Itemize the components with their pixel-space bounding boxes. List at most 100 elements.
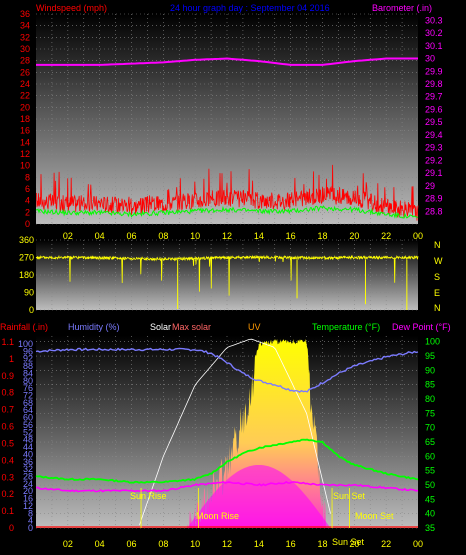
humidity-tick-label: 24 xyxy=(23,479,33,489)
wind-gust-series xyxy=(35,205,419,219)
humidity-tick-label: 28 xyxy=(23,471,33,481)
humidity-tick-label: 16 xyxy=(23,494,33,504)
solar-area xyxy=(187,338,331,528)
time-tick-label-top: 00 xyxy=(413,231,423,241)
wind-tick-label: 14 xyxy=(20,137,30,147)
humidity-tick-label: 100 xyxy=(18,339,33,349)
wind-tick-label: 36 xyxy=(20,9,30,19)
rainfall-tick-label: 0.2 xyxy=(1,489,14,499)
humidity-tick-label: 76 xyxy=(23,383,33,393)
annotation-moon-rise: Moon Rise xyxy=(196,511,239,521)
temperature-tick-label: 70 xyxy=(425,423,435,433)
wind-tick-label: 32 xyxy=(20,32,30,42)
baro-tick-label: 29.8 xyxy=(425,79,443,89)
windspeed-axis-title: Windspeed (mph) xyxy=(36,3,107,13)
baro-tick-label: 29.7 xyxy=(425,92,443,102)
annotation-sun-set-bottom: Sun Set xyxy=(332,537,365,547)
baro-tick-label: 29 xyxy=(425,181,435,191)
annotation-moon-set: Moon Set xyxy=(355,511,394,521)
time-tick-label-bottom: 12 xyxy=(222,539,232,549)
time-tick-label-bottom: 22 xyxy=(381,539,391,549)
temperature-tick-label: 85 xyxy=(425,380,435,390)
humidity-tick-label: 80 xyxy=(23,376,33,386)
humidity-tick-label: 20 xyxy=(23,486,33,496)
baro-tick-label: 30.3 xyxy=(425,15,443,25)
rainfall-tick-label: 0.1 xyxy=(1,506,14,516)
legend-temperature: Temperature (°F) xyxy=(312,322,380,332)
time-tick-label-top: 18 xyxy=(317,231,327,241)
time-tick-label-bottom: 02 xyxy=(63,539,73,549)
time-tick-label-top: 10 xyxy=(190,231,200,241)
humidity-tick-label: 96 xyxy=(23,346,33,356)
humidity-tick-label: 44 xyxy=(23,442,33,452)
temperature-tick-label: 95 xyxy=(425,351,435,361)
direction-tick-label: 90 xyxy=(24,288,34,298)
humidity-tick-label: 52 xyxy=(23,427,33,437)
wind-direction-series xyxy=(35,254,419,296)
time-tick-label-top: 20 xyxy=(349,231,359,241)
time-tick-label-bottom: 04 xyxy=(95,539,105,549)
wind-tick-label: 16 xyxy=(20,126,30,136)
humidity-tick-label: 0 xyxy=(28,523,33,533)
baro-tick-label: 29.9 xyxy=(425,66,443,76)
wind-tick-label: 30 xyxy=(20,44,30,54)
baro-tick-label: 30.2 xyxy=(425,28,443,38)
windspeed-series xyxy=(35,164,419,221)
max-solar-series xyxy=(139,338,331,526)
legend-solar: Solar xyxy=(150,322,171,332)
time-tick-label-top: 14 xyxy=(254,231,264,241)
temperature-tick-label: 55 xyxy=(425,466,435,476)
time-tick-label-top: 06 xyxy=(126,231,136,241)
time-tick-label-bottom: 08 xyxy=(158,539,168,549)
chart-title: 24 hour graph day : September 04 2016 xyxy=(170,3,330,13)
time-tick-label-top: 16 xyxy=(286,231,296,241)
wind-tick-label: 20 xyxy=(20,102,30,112)
rainfall-tick-label: 1.1 xyxy=(1,337,14,347)
temperature-tick-label: 75 xyxy=(425,408,435,418)
time-tick-label-bottom: 16 xyxy=(286,539,296,549)
humidity-tick-label: 56 xyxy=(23,420,33,430)
humidity-tick-label: 36 xyxy=(23,457,33,467)
legend-rainfall: Rainfall (.in) xyxy=(0,322,48,332)
humidity-tick-label: 32 xyxy=(23,464,33,474)
baro-tick-label: 29.5 xyxy=(425,117,443,127)
wind-tick-label: 2 xyxy=(25,207,30,217)
time-tick-label-bottom: 06 xyxy=(126,539,136,549)
direction-tick-label: 180 xyxy=(19,270,34,280)
baro-tick-label: 29.1 xyxy=(425,168,443,178)
rainfall-tick-label: 0.7 xyxy=(1,405,14,415)
rainfall-tick-label: 0.4 xyxy=(1,455,14,465)
direction-tick-label: 0 xyxy=(29,305,34,315)
legend-dewpoint: Dew Point (°F) xyxy=(392,322,451,332)
wind-tick-label: 8 xyxy=(25,172,30,182)
temperature-series xyxy=(35,438,419,484)
rainfall-tick-label: 1 xyxy=(9,354,14,364)
legend-humidity: Humidity (%) xyxy=(68,322,120,332)
humidity-tick-label: 84 xyxy=(23,368,33,378)
baro-tick-label: 29.4 xyxy=(425,130,443,140)
time-tick-label-top: 02 xyxy=(63,231,73,241)
time-tick-label-bottom: 10 xyxy=(190,539,200,549)
rainfall-tick-label: 0.3 xyxy=(1,472,14,482)
rainfall-tick-label: 0.6 xyxy=(1,422,14,432)
legend-max-solar: Max solar xyxy=(172,322,211,332)
dewpoint-series xyxy=(35,480,419,493)
annotation-sun-set: Sun Set xyxy=(333,491,366,501)
time-tick-label-top: 22 xyxy=(381,231,391,241)
barometer-series xyxy=(36,57,418,66)
temperature-tick-label: 65 xyxy=(425,437,435,447)
baro-tick-label: 30 xyxy=(425,54,435,64)
direction-tick-label: 360 xyxy=(19,235,34,245)
wind-direction-plot-area xyxy=(36,240,418,310)
uv-area xyxy=(187,465,331,528)
humidity-tick-label: 4 xyxy=(28,516,33,526)
wind-tick-label: 0 xyxy=(25,219,30,229)
wind-tick-label: 10 xyxy=(20,161,30,171)
time-tick-label-bottom: 18 xyxy=(317,539,327,549)
wind-tick-label: 34 xyxy=(20,21,30,31)
direction-tick-label: 270 xyxy=(19,253,34,263)
wind-tick-label: 28 xyxy=(20,56,30,66)
temperature-tick-label: 90 xyxy=(425,365,435,375)
temperature-tick-label: 35 xyxy=(425,523,435,533)
